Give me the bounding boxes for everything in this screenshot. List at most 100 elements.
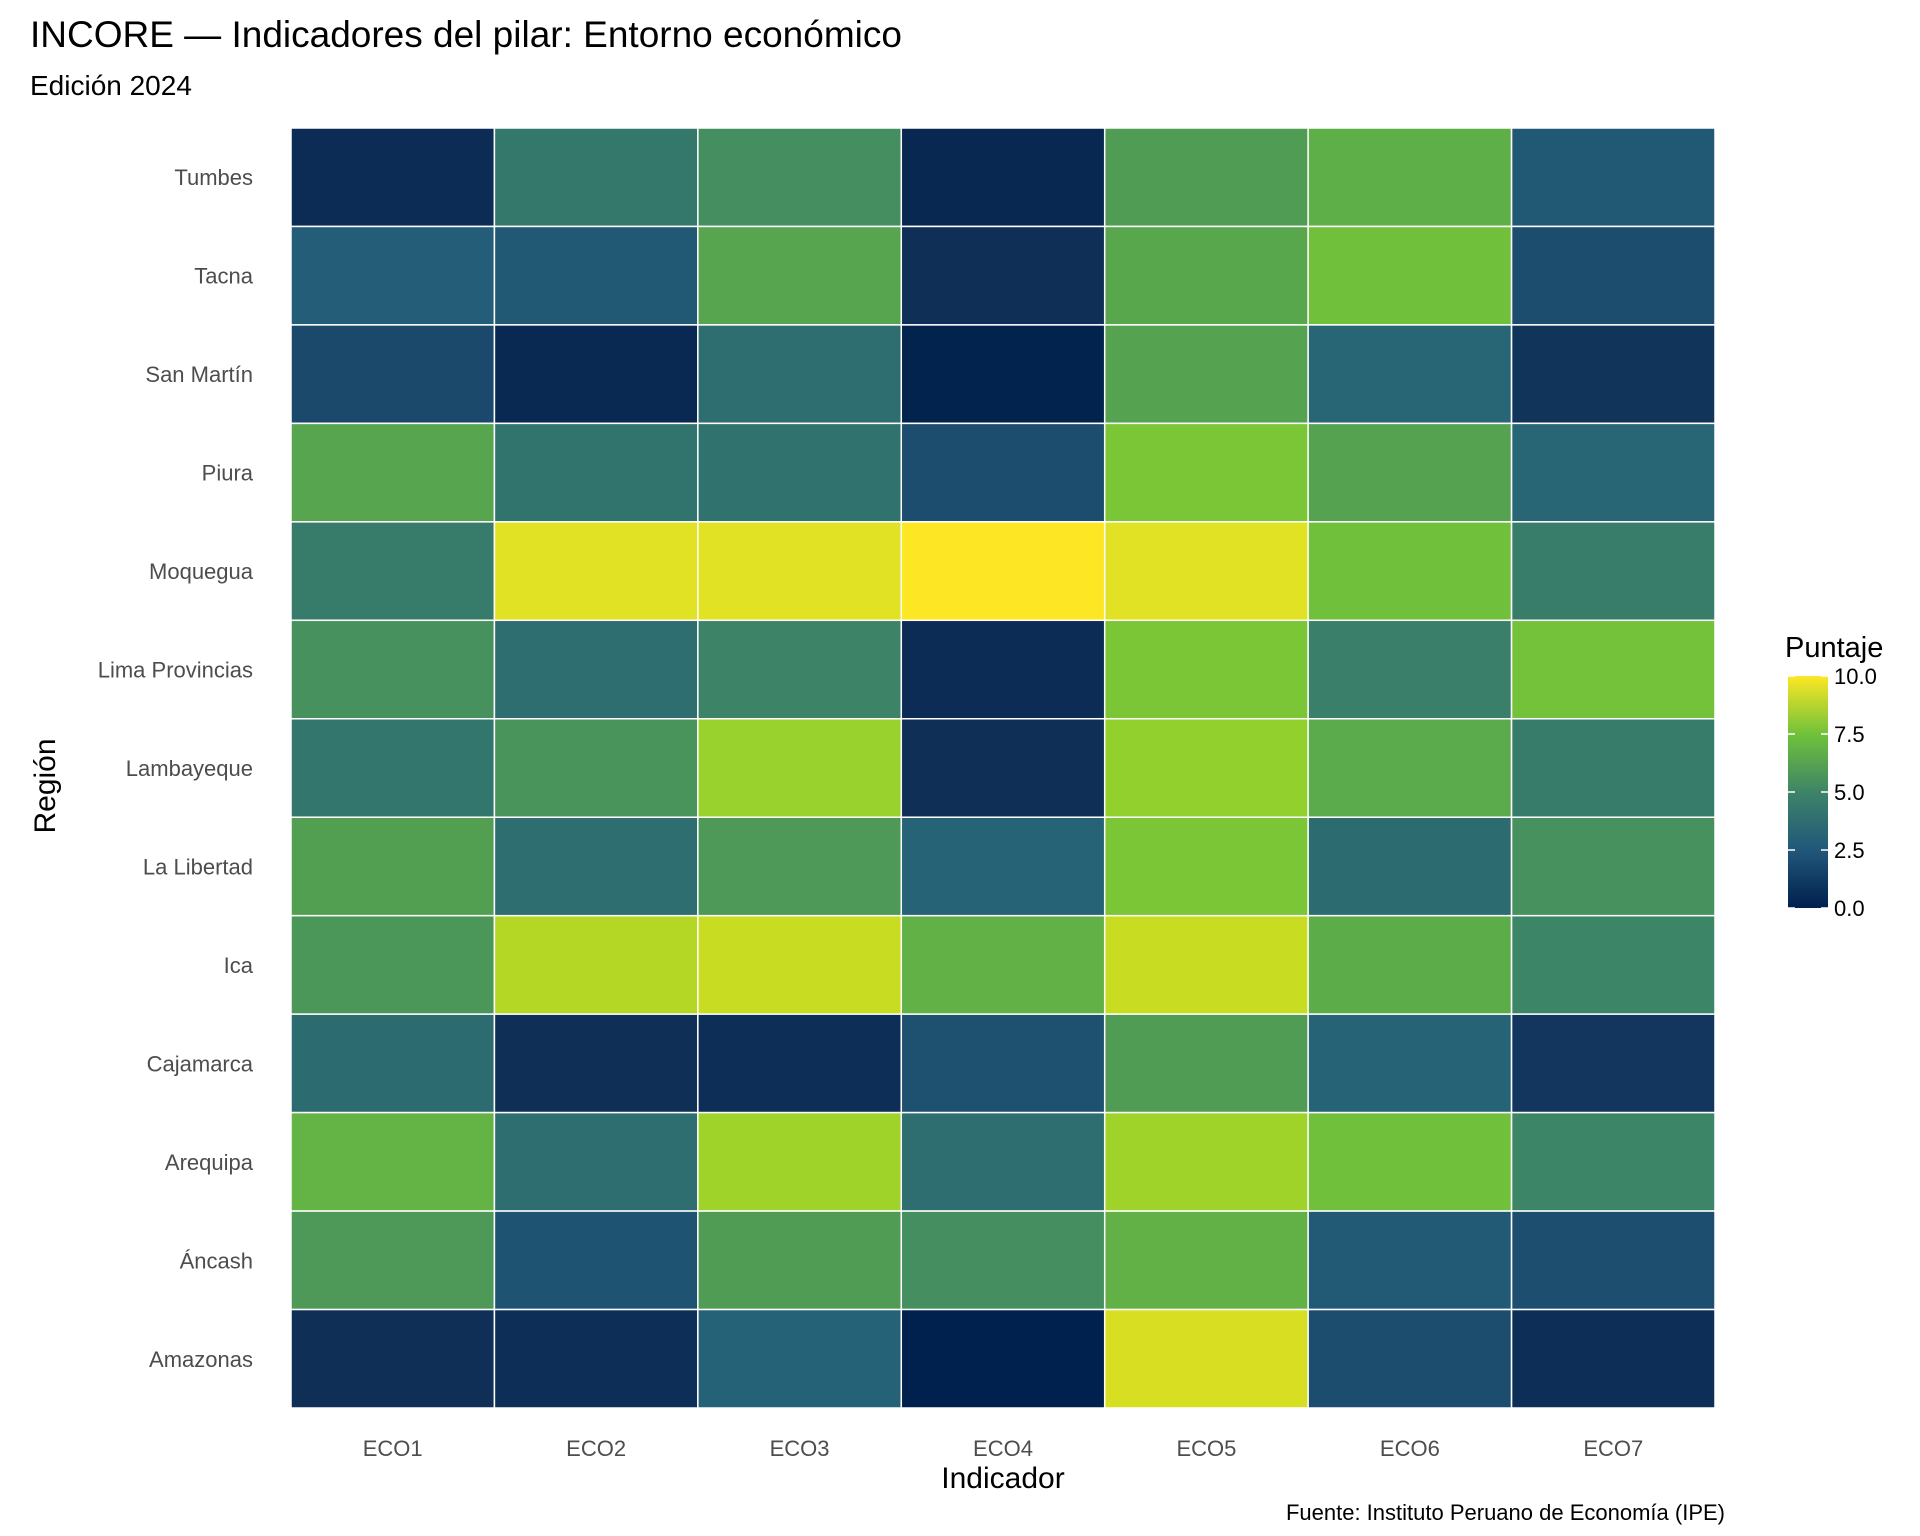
heatmap-cell [290, 816, 496, 917]
y-tick-label: San Martín [145, 362, 253, 387]
heatmap-cell [1510, 1013, 1716, 1114]
heatmap-cell [1510, 914, 1716, 1015]
heatmap-cell [1307, 127, 1513, 228]
heatmap-cell [493, 1111, 699, 1212]
heatmap-cell [1510, 324, 1716, 425]
y-tick-labels: Tumbes Tacna San Martín Piura Moquegua Lima P… [98, 165, 254, 1372]
heatmap-cell [493, 422, 699, 523]
heatmap-cell [697, 816, 903, 917]
heatmap-cell [1103, 1111, 1309, 1212]
x-tick-label: ECO3 [770, 1436, 830, 1461]
heatmap-cell [1510, 422, 1716, 523]
colorbar-title: Puntaje [1785, 632, 1883, 664]
heatmap-cell [1103, 127, 1309, 228]
y-tick-label: Arequipa [165, 1150, 254, 1175]
y-tick-label: Moquegua [149, 559, 254, 584]
heatmap-cell [900, 127, 1106, 228]
heatmap-cell [697, 619, 903, 720]
heatmap-cell [1103, 816, 1309, 917]
y-tick-label: Lambayeque [126, 756, 253, 781]
heatmap-cell [1103, 619, 1309, 720]
heatmap-cell [493, 914, 699, 1015]
heatmap-cell [1307, 718, 1513, 818]
heatmap-cell [1307, 1013, 1513, 1114]
heatmap-cell [900, 1308, 1106, 1409]
heatmap-cell [697, 422, 903, 523]
heatmap-cell [697, 1210, 903, 1311]
x-tick-labels: ECO1 ECO2 ECO3 ECO4 ECO5 ECO6 ECO7 [363, 1436, 1643, 1461]
heatmap-cell [900, 324, 1106, 425]
heatmap-cell [290, 324, 496, 425]
heatmap-cell [290, 521, 496, 622]
heatmap-cell [1103, 1308, 1309, 1409]
x-tick-label: ECO2 [566, 1436, 626, 1461]
heatmap-cell [290, 1308, 496, 1409]
heatmap-cell [1510, 816, 1716, 917]
colorbar-tick-label: 7.5 [1834, 722, 1865, 747]
heatmap-cell [493, 816, 699, 917]
heatmap-cell [290, 914, 496, 1015]
x-tick-label: ECO7 [1583, 1436, 1643, 1461]
heatmap-cell [1510, 619, 1716, 720]
heatmap-cells [290, 127, 1716, 1409]
heatmap-cell [900, 422, 1106, 523]
heatmap-cell [1510, 225, 1716, 326]
y-tick-label: Ica [224, 953, 254, 978]
heatmap-cell [1510, 127, 1716, 228]
heatmap-cell [1103, 914, 1309, 1015]
heatmap-cell [697, 1111, 903, 1212]
heatmap-cell [1103, 225, 1309, 326]
colorbar-tick-label: 5.0 [1834, 780, 1865, 805]
heatmap-cell [900, 225, 1106, 326]
heatmap-cell [290, 1210, 496, 1311]
heatmap-cell [1103, 324, 1309, 425]
heatmap-cell [290, 1111, 496, 1212]
heatmap-cell [493, 521, 699, 622]
heatmap-cell [1103, 1013, 1309, 1114]
heatmap-cell [493, 127, 699, 228]
heatmap-cell [697, 914, 903, 1015]
y-tick-label: Cajamarca [147, 1051, 254, 1076]
x-tick-label: ECO5 [1176, 1436, 1236, 1461]
colorbar-legend: Puntaje 0.0 2.5 5.0 7.5 10.0 [1785, 632, 1883, 921]
colorbar-tick-label: 10.0 [1834, 664, 1877, 689]
heatmap-cell [697, 324, 903, 425]
heatmap-cell [697, 1308, 903, 1409]
y-tick-label: Áncash [180, 1248, 253, 1273]
y-tick-label: Amazonas [149, 1347, 253, 1372]
heatmap-cell [493, 619, 699, 720]
heatmap-cell [1103, 1210, 1309, 1311]
heatmap-cell [290, 127, 496, 228]
y-tick-label: Piura [202, 461, 254, 486]
heatmap-cell [1307, 1210, 1513, 1311]
colorbar-tick-label: 2.5 [1834, 838, 1865, 863]
y-tick-label: Tumbes [174, 165, 253, 190]
heatmap-cell [290, 718, 496, 818]
y-tick-label: Tacna [194, 264, 253, 289]
heatmap-cell [697, 225, 903, 326]
x-tick-label: ECO1 [363, 1436, 423, 1461]
heatmap-cell [290, 619, 496, 720]
heatmap-cell [493, 1308, 699, 1409]
y-axis-label: Región [29, 738, 62, 833]
heatmap-cell [1510, 521, 1716, 622]
colorbar-ticks: 0.0 2.5 5.0 7.5 10.0 [1788, 664, 1877, 921]
heatmap-cell [1307, 1308, 1513, 1409]
heatmap-cell [1307, 324, 1513, 425]
heatmap-cell [1307, 521, 1513, 622]
heatmap-cell [697, 1013, 903, 1114]
heatmap-cell [1307, 1111, 1513, 1212]
x-axis-label: Indicador [941, 1462, 1064, 1495]
heatmap-cell [1307, 225, 1513, 326]
heatmap-cell [1307, 816, 1513, 917]
heatmap-cell [1510, 1210, 1716, 1311]
heatmap-cell [493, 324, 699, 425]
heatmap-cell [290, 225, 496, 326]
heatmap-cell [900, 521, 1106, 622]
heatmap-cell [697, 521, 903, 622]
heatmap-cell [900, 1111, 1106, 1212]
y-tick-label: Lima Provincias [98, 658, 253, 683]
heatmap-cell [900, 718, 1106, 818]
colorbar-tick-label: 0.0 [1834, 896, 1865, 921]
